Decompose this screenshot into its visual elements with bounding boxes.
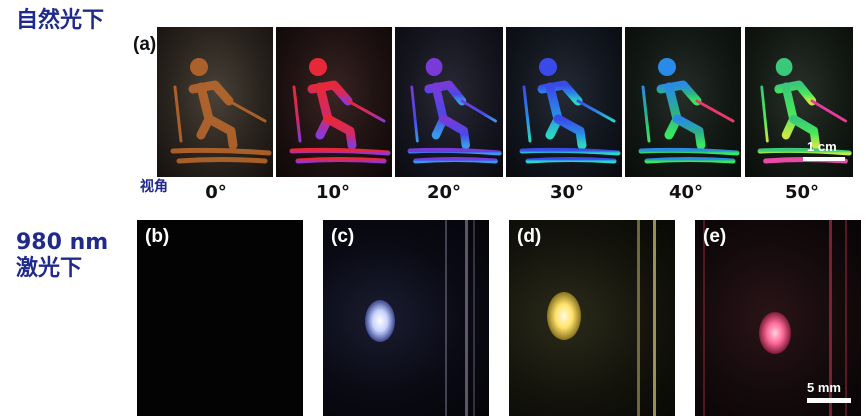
laser-label-line1: 980 nm <box>16 230 109 255</box>
angle-label-40: 40° <box>668 182 704 203</box>
panel-b-label: (b) <box>145 226 170 247</box>
panel-e-label: (e) <box>703 226 727 247</box>
panel-c-label: (c) <box>331 226 355 247</box>
photo-angle-0 <box>157 27 273 177</box>
skier-icon <box>407 58 502 164</box>
photo-panel-d: (d) <box>509 220 675 416</box>
scale-bar-top <box>803 157 845 161</box>
photo-panel-b: (b) <box>137 220 303 416</box>
skier-icon <box>638 58 740 164</box>
panel-a-label: (a) <box>133 34 157 55</box>
photo-angle-30 <box>506 27 622 177</box>
photo-angle-10 <box>276 27 392 177</box>
laser-label-line2: 激光下 <box>16 256 83 281</box>
natural-light-label: 自然光下 <box>16 8 105 33</box>
angle-label-20: 20° <box>426 182 462 203</box>
angle-label-10: 10° <box>315 182 351 203</box>
photo-panel-c: (c) <box>323 220 489 416</box>
skier-icon <box>289 58 391 164</box>
scale-bar-bottom <box>807 398 851 403</box>
skier-icon <box>170 58 272 164</box>
glass-edge <box>653 220 656 416</box>
luminescent-spot-red <box>759 312 791 354</box>
photo-angle-40 <box>625 27 741 177</box>
glass-edge <box>829 220 832 416</box>
photo-angle-20 <box>395 27 503 177</box>
scale-label-top: 1 cm <box>807 139 837 154</box>
glass-edge <box>465 220 468 416</box>
glass-edge <box>473 220 475 416</box>
luminescent-spot-yellow <box>547 292 581 340</box>
skier-icon <box>519 58 621 164</box>
luminescent-spot-blue <box>365 300 395 342</box>
angle-label-0: 0° <box>205 182 227 203</box>
glass-edge <box>845 220 847 416</box>
scale-label-bottom: 5 mm <box>807 380 841 395</box>
glass-edge <box>703 220 705 416</box>
angle-label-50: 50° <box>784 182 820 203</box>
skier-icon <box>757 58 852 164</box>
view-angle-label: 视角 <box>140 179 168 195</box>
panel-d-label: (d) <box>517 226 542 247</box>
glass-edge <box>637 220 640 416</box>
glass-edge <box>445 220 447 416</box>
photo-angle-50: 1 cm <box>745 27 853 177</box>
photo-panel-e: (e) 5 mm <box>695 220 861 416</box>
angle-label-30: 30° <box>549 182 585 203</box>
